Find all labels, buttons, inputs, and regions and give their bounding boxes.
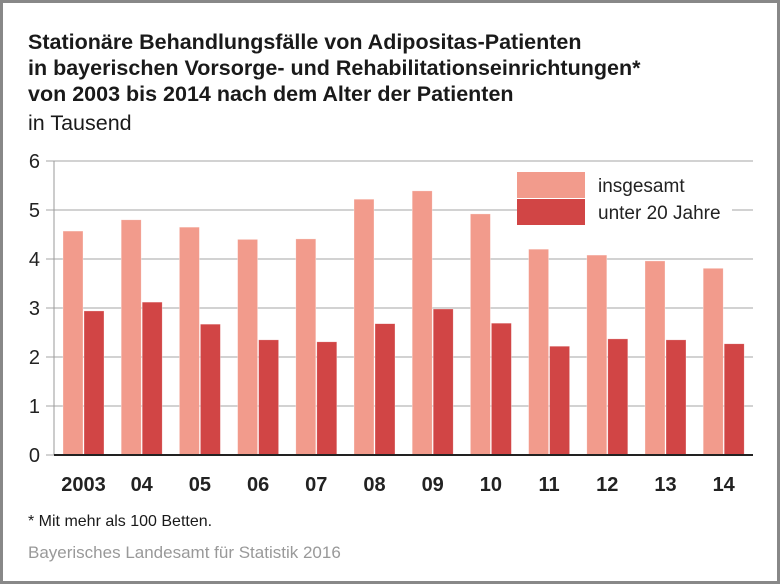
bar-unter-20 [200,323,221,456]
legend-label: insgesamt [598,176,685,197]
bar-unter-20 [432,308,454,456]
x-tick-label: 07 [305,474,327,496]
bar-insgesamt [470,213,491,456]
x-tick-label: 04 [131,474,154,496]
x-tick-label: 05 [189,474,211,496]
bar-insgesamt [586,254,608,456]
bar-insgesamt [702,268,724,456]
y-tick-label: 4 [29,249,40,271]
footnote: * Mit mehr als 100 Betten. [28,513,213,530]
y-tick-label: 0 [29,445,40,467]
bar-insgesamt [179,226,200,456]
source-note: Bayerisches Landesamt für Statistik 2016 [28,543,341,562]
bar-unter-20 [374,323,396,456]
gridlines [46,160,753,456]
bar-unter-20 [665,339,687,456]
y-tick-label: 2 [29,347,40,369]
bar-insgesamt [237,239,258,456]
x-tick-label: 08 [363,474,385,496]
y-tick-label: 6 [29,151,40,173]
legend: insgesamt unter 20 Jahre [517,170,732,228]
x-tick-label: 12 [596,474,618,496]
bar-unter-20 [258,339,279,456]
bar-unter-20 [316,341,338,456]
bar-insgesamt [353,198,375,456]
x-tick-label: 2003 [61,474,106,496]
legend-swatch [517,199,585,225]
chart-title: Stationäre Behandlungsfälle von Adiposit… [28,29,640,107]
y-tick-label: 1 [29,396,40,418]
y-tick-label: 3 [29,298,40,320]
title-line-1: Stationäre Behandlungsfälle von Adiposit… [28,30,582,54]
legend-label: unter 20 Jahre [598,203,721,224]
bar-unter-20 [491,322,512,456]
legend-swatch [517,172,585,198]
x-tick-label: 10 [480,474,502,496]
x-tick-label: 11 [539,474,560,496]
bar-insgesamt [644,260,666,456]
bar-unter-20 [83,310,105,456]
bar-unter-20 [141,301,163,456]
bar-insgesamt [62,230,84,456]
x-tick-label: 06 [247,474,269,496]
chart-subtitle: in Tausend [28,111,132,135]
x-tick-label: 13 [654,474,676,496]
bar-unter-20 [723,343,745,456]
bar-unter-20 [607,338,629,456]
x-tick-label: 09 [422,474,444,496]
y-tick-label: 5 [29,200,40,222]
bar-insgesamt [120,219,142,456]
bar-insgesamt [295,238,317,456]
bar-unter-20 [549,345,570,456]
x-tick-label: 14 [713,474,736,496]
title-line-2: in bayerischen Vorsorge- und Rehabilitat… [28,56,641,80]
bars [62,190,745,456]
title-line-3: von 2003 bis 2014 nach dem Alter der Pat… [28,82,514,106]
bar-insgesamt [528,248,549,456]
bar-insgesamt [411,190,433,456]
